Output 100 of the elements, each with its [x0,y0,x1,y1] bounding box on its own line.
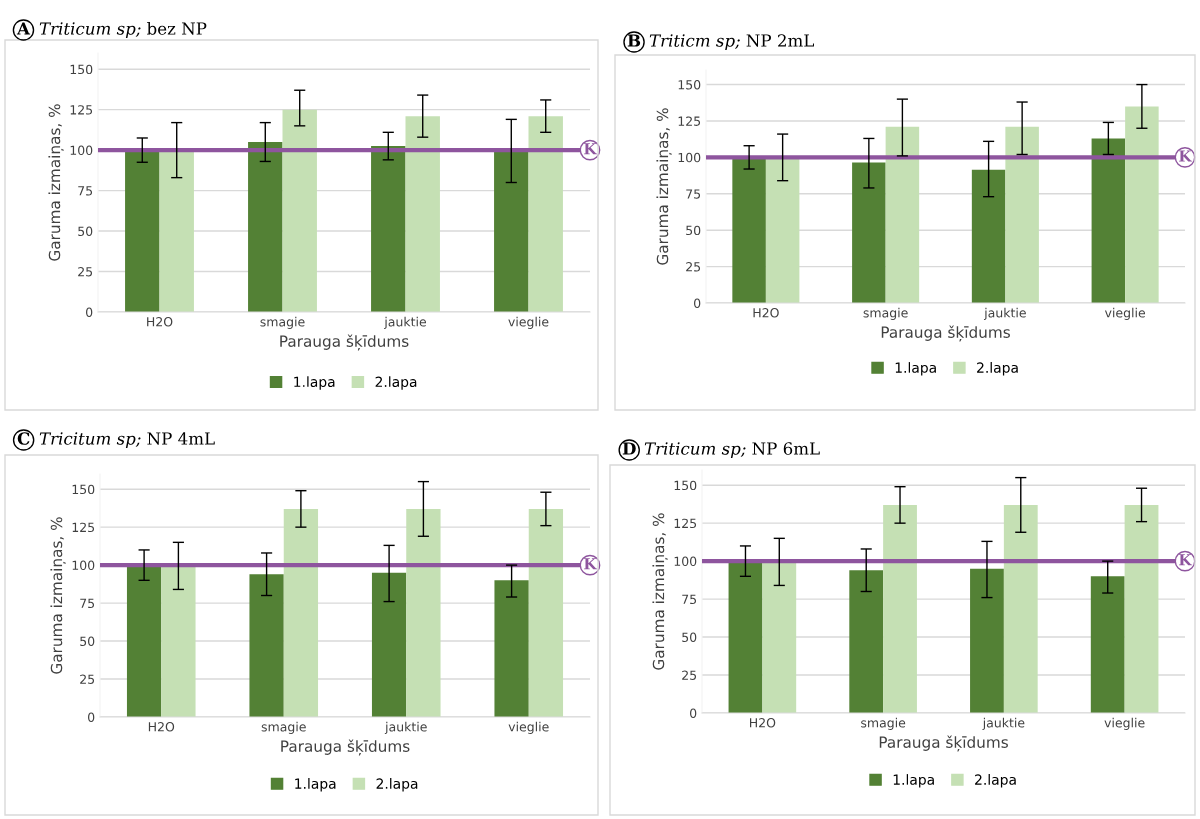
y-tick-label: 75 [682,594,697,605]
chart-title: B Triticm sp; NP 2mL [627,34,814,51]
bar [1090,576,1125,713]
bar [528,508,564,717]
y-tick-label: 0 [694,298,701,308]
bar [762,561,797,713]
legend-label: 1.lapa [895,362,936,376]
ref-line-label: K [584,558,598,570]
y-tick-label: 75 [686,189,701,199]
bar [371,146,406,312]
x-tick-label: H2O [753,308,779,318]
bar [159,150,194,312]
y-tick-label: 25 [78,267,93,277]
bar [765,157,800,303]
x-tick-label: vieglie [1104,717,1145,730]
x-axis-title: Parauga šķīdums [879,735,1008,752]
bar [494,150,529,312]
y-tick-label: 150 [70,64,93,75]
x-tick-label: vieglie [508,316,549,329]
x-tick-label: smagie [863,307,908,320]
bar [405,116,440,312]
chart-title: A Triticum sp; bez NP [16,21,207,39]
bar [732,157,766,303]
y-tick-label: 150 [674,480,697,491]
y-tick-label: 75 [78,186,93,196]
bar [970,568,1004,713]
x-axis-title: Parauga šķīdums [881,325,1010,342]
bar [494,580,529,717]
x-axis-title: Parauga šķīdums [280,334,409,351]
x-tick-label: vieglie [1104,307,1146,320]
y-tick-label: 50 [682,632,697,642]
x-tick-label: jauktie [983,307,1026,320]
y-axis-title: Garuma izmaiņas, % [656,108,672,265]
chart-title: D Triticum sp; NP 6mL [622,442,820,459]
legend-label: 2.lapa [977,362,1018,376]
y-tick-label: 125 [674,518,697,529]
bar [883,504,917,713]
bar [1125,106,1159,303]
y-axis-title: Garuma izmaiņas, % [652,513,668,670]
x-tick-label: smagie [861,717,906,730]
y-tick-label: 50 [78,226,93,236]
y-tick-label: 0 [690,708,697,718]
x-tick-label: H2O [148,722,175,732]
y-tick-label: 75 [80,598,95,609]
y-tick-label: 100 [72,560,95,571]
legend-label: 1.lapa [294,376,335,390]
bar [849,570,884,713]
bar [885,126,920,303]
legend-label: 2.lapa [975,774,1016,788]
y-tick-label: 100 [674,556,697,567]
bar [528,116,563,312]
bar [249,574,284,717]
bar [1091,138,1126,303]
y-tick-label: 50 [80,636,95,646]
x-tick-label: H2O [147,317,173,327]
chart-title: C Tricitum sp; NP 4mL [17,432,215,449]
bar [371,572,407,717]
x-tick-label: jauktie [982,717,1025,730]
x-tick-label: jauktie [384,316,427,329]
y-tick-label: 150 [678,80,701,90]
legend-label: 2.lapa [375,376,417,390]
y-tick-label: 0 [88,712,95,722]
ref-line-label: K [584,143,598,155]
y-tick-label: 125 [72,522,95,533]
ref-line-label: K [1179,554,1193,566]
x-tick-label: smagie [260,316,305,329]
bar [283,508,319,717]
y-tick-label: 125 [70,105,93,115]
bar [971,169,1006,303]
y-tick-label: 150 [72,484,95,495]
bar [406,508,441,717]
legend-label: 2.lapa [376,778,418,792]
y-tick-label: 25 [80,674,95,684]
legend-label: 1.lapa [295,778,336,792]
x-tick-label: H2O [750,718,776,728]
ref-line-label: K [1179,150,1193,162]
bar [248,142,283,312]
y-tick-label: 25 [686,262,701,272]
x-tick-label: vieglie [508,721,549,734]
bar [852,162,886,303]
legend-label: 1.lapa [893,774,934,788]
y-tick-label: 100 [70,145,93,156]
bar [126,565,162,717]
y-axis-title: Garuma izmaiņas, % [48,104,64,261]
bar [1124,504,1159,713]
bar [728,561,763,713]
x-tick-label: jauktie [384,721,427,734]
y-axis-title: Garuma izmaiņas, % [50,517,66,674]
y-tick-label: 0 [86,307,93,317]
bar [1005,126,1039,303]
y-tick-label: 100 [678,152,701,163]
bar [125,150,160,312]
y-tick-label: 125 [678,116,701,126]
bar [282,109,317,312]
x-axis-title: Parauga šķīdums [281,739,410,756]
bar [161,565,196,717]
x-tick-label: smagie [261,721,306,734]
y-tick-label: 50 [686,225,701,236]
y-tick-label: 25 [682,670,697,680]
bar [1003,504,1038,713]
